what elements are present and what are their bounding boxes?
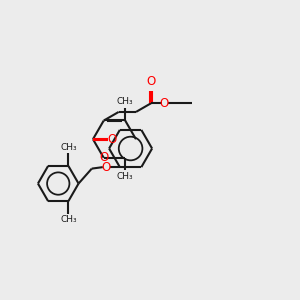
Text: CH₃: CH₃	[60, 142, 77, 152]
Text: CH₃: CH₃	[60, 215, 77, 224]
Text: O: O	[99, 151, 108, 164]
Text: CH₃: CH₃	[117, 97, 134, 106]
Text: CH₃: CH₃	[117, 172, 134, 182]
Text: O: O	[107, 133, 117, 146]
Text: O: O	[146, 75, 156, 88]
Text: O: O	[160, 97, 169, 110]
Text: O: O	[101, 160, 111, 174]
